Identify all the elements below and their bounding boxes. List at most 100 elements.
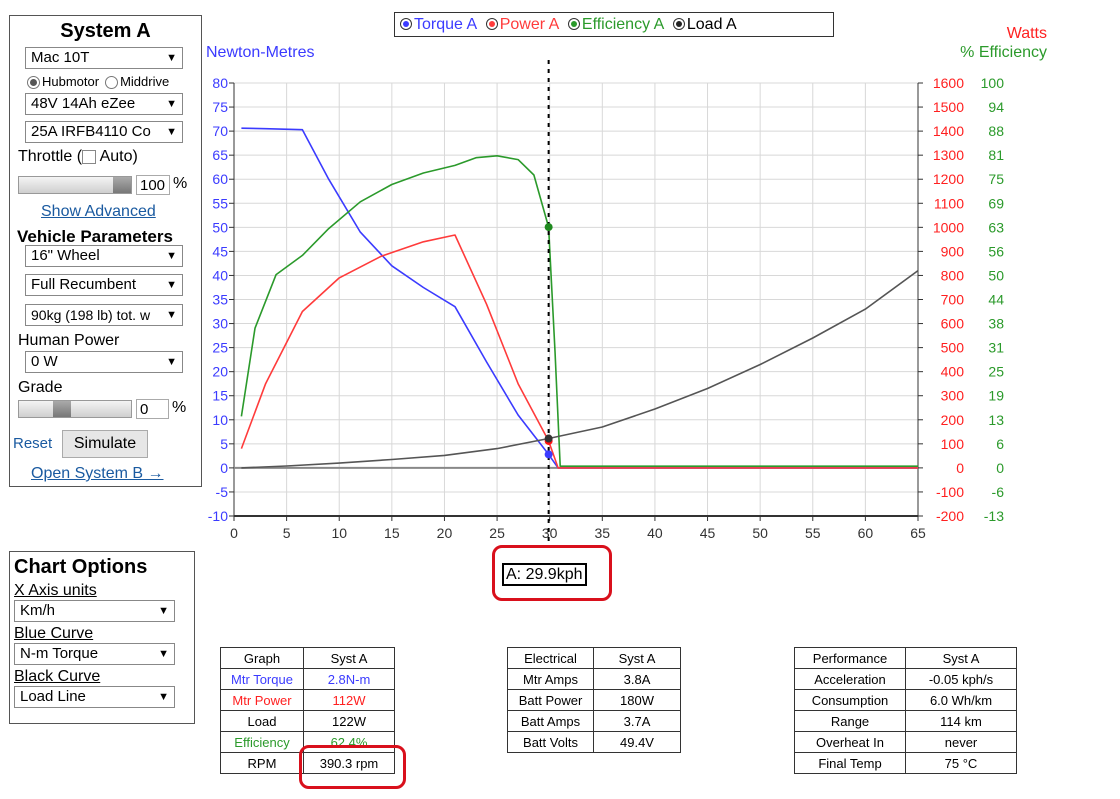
efficiency-axis-label: % Efficiency (960, 44, 1047, 61)
middrive-radio[interactable]: Middrive (105, 74, 170, 90)
throttle-slider[interactable] (18, 176, 132, 194)
chevron-down-icon: ▼ (166, 250, 177, 262)
human-power-value: 0 W (31, 353, 58, 370)
watts-axis-label: Watts (1006, 25, 1047, 42)
row-value: 2.8N-m (303, 668, 395, 690)
table-row: Acceleration -0.05 kph/s (794, 668, 1017, 690)
legend-power-label: Power A (499, 16, 559, 33)
x-tick-label: 55 (805, 525, 821, 541)
table-row: Mtr Amps 3.8A (507, 668, 681, 690)
legend-efficiency[interactable]: Efficiency A (567, 16, 663, 33)
chevron-down-icon: ▼ (158, 648, 169, 660)
x-tick-label: 35 (595, 525, 611, 541)
reset-link[interactable]: Reset (13, 435, 53, 452)
x-tick-label: 60 (858, 525, 874, 541)
row-value: 390.3 rpm (303, 752, 395, 774)
y-tick-label-left: 25 (212, 340, 228, 356)
chevron-down-icon: ▼ (166, 356, 177, 368)
y-tick-label-efficiency: 13 (988, 412, 1004, 428)
x-tick-label: 45 (700, 525, 716, 541)
y-tick-label-efficiency: 0 (996, 460, 1004, 476)
y-tick-label-efficiency: 19 (988, 388, 1004, 404)
table-row: Batt Power 180W (507, 689, 681, 711)
throttle-input[interactable]: 100 (136, 175, 170, 195)
table-header: Performance (794, 647, 906, 669)
y-tick-label-left: 55 (212, 195, 228, 211)
efficiency-marker (544, 223, 553, 232)
slider-thumb[interactable] (53, 401, 71, 417)
show-advanced-link[interactable]: Show Advanced (41, 203, 156, 220)
y-tick-label-left: 70 (212, 123, 228, 139)
middrive-label: Middrive (120, 74, 170, 89)
legend-torque[interactable]: Torque A (400, 16, 476, 33)
y-tick-label-watts: 1600 (933, 75, 964, 91)
motor-select[interactable]: Mac 10T ▼ (25, 47, 183, 69)
row-label: Batt Volts (507, 731, 594, 753)
black-curve-label: Black Curve (14, 668, 101, 685)
blue-curve-select[interactable]: N-m Torque ▼ (14, 643, 175, 665)
y-tick-label-watts: 200 (941, 412, 965, 428)
y-tick-label-efficiency: 63 (988, 219, 1004, 235)
grade-slider[interactable] (18, 400, 132, 418)
x-axis-units-value: Km/h (20, 602, 56, 619)
y-tick-label-watts: 600 (941, 316, 965, 332)
hubmotor-radio[interactable]: Hubmotor (27, 74, 99, 90)
y-tick-label-efficiency: 75 (988, 171, 1004, 187)
x-tick-label: 15 (384, 525, 400, 541)
row-label: Load (220, 710, 304, 732)
x-tick-label: 5 (283, 525, 291, 541)
y-tick-label-left: 50 (212, 219, 228, 235)
legend-torque-label: Torque A (414, 16, 477, 33)
y-tick-label-watts: 1200 (933, 171, 964, 187)
open-system-b-link[interactable]: Open System B → (31, 465, 164, 482)
row-value: 3.7A (593, 710, 681, 732)
table-row: Final Temp 75 °C (794, 752, 1017, 774)
position-select[interactable]: Full Recumbent ▼ (25, 274, 183, 296)
y-tick-label-watts: 300 (941, 388, 965, 404)
simulate-button[interactable]: Simulate (62, 430, 148, 458)
table-row: Batt Amps 3.7A (507, 710, 681, 732)
auto-checkbox[interactable] (82, 149, 97, 164)
chevron-down-icon: ▼ (158, 605, 169, 617)
human-power-select[interactable]: 0 W ▼ (25, 351, 183, 373)
wheel-value: 16" Wheel (31, 247, 100, 264)
chevron-down-icon: ▼ (166, 98, 177, 111)
weight-select[interactable]: 90kg (198 lb) tot. w ▼ (25, 304, 183, 326)
legend-power[interactable]: Power A (485, 16, 559, 33)
y-tick-label-left: 15 (212, 388, 228, 404)
black-curve-select[interactable]: Load Line ▼ (14, 686, 175, 708)
wheel-select[interactable]: 16" Wheel ▼ (25, 245, 183, 267)
grade-input[interactable]: 0 (136, 399, 169, 419)
y-tick-label-efficiency: 25 (988, 364, 1004, 380)
power-curve (240, 234, 918, 469)
row-label: Range (794, 710, 906, 732)
battery-select[interactable]: 48V 14Ah eZee ▼ (25, 93, 183, 116)
controller-select[interactable]: 25A IRFB4110 Co ▼ (25, 121, 183, 144)
legend-load[interactable]: Load A (672, 16, 737, 33)
torque-marker (544, 450, 553, 459)
load-marker (544, 434, 553, 443)
performance-table: Performance Syst A Acceleration -0.05 kph/… (794, 647, 1017, 774)
row-value: 180W (593, 689, 681, 711)
x-tick-label: 40 (647, 525, 663, 541)
x-axis-units-select[interactable]: Km/h ▼ (14, 600, 175, 622)
table-header: Syst A (303, 647, 395, 669)
y-tick-label-efficiency: 94 (988, 99, 1004, 115)
slider-thumb[interactable] (113, 177, 131, 193)
position-value: Full Recumbent (31, 276, 137, 293)
y-tick-label-efficiency: 44 (988, 292, 1004, 308)
radio-dot-icon (485, 17, 498, 30)
y-tick-label-left: 40 (212, 267, 228, 283)
table-row: Mtr Torque 2.8N-m (220, 668, 395, 690)
row-label: Batt Power (507, 689, 594, 711)
throttle-row: Throttle ( Auto) (18, 148, 201, 166)
y-tick-label-watts: 400 (941, 364, 965, 380)
y-tick-label-watts: 500 (941, 340, 965, 356)
y-tick-label-watts: 1500 (933, 99, 964, 115)
blue-curve-label: Blue Curve (14, 625, 94, 642)
table-row: Load 122W (220, 710, 395, 732)
x-tick-label: 10 (331, 525, 347, 541)
y-tick-label-left: 10 (212, 412, 228, 428)
controller-value: 25A IRFB4110 Co (31, 123, 151, 141)
